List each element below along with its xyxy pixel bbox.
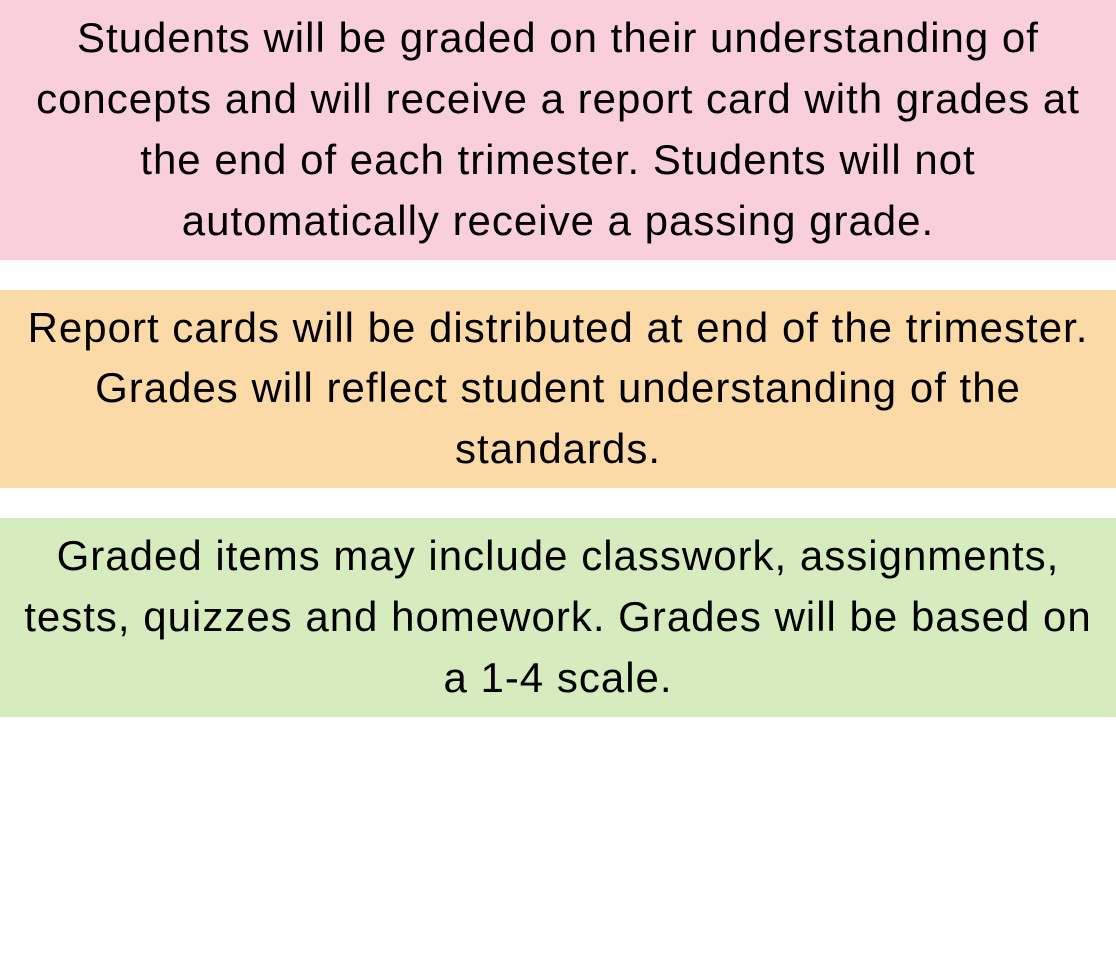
- info-panel-report-cards: Report cards will be distributed at end …: [0, 290, 1116, 489]
- info-panel-graded-items: Graded items may include classwork, assi…: [0, 518, 1116, 717]
- info-panel-grading-understanding: Students will be graded on their underst…: [0, 0, 1116, 260]
